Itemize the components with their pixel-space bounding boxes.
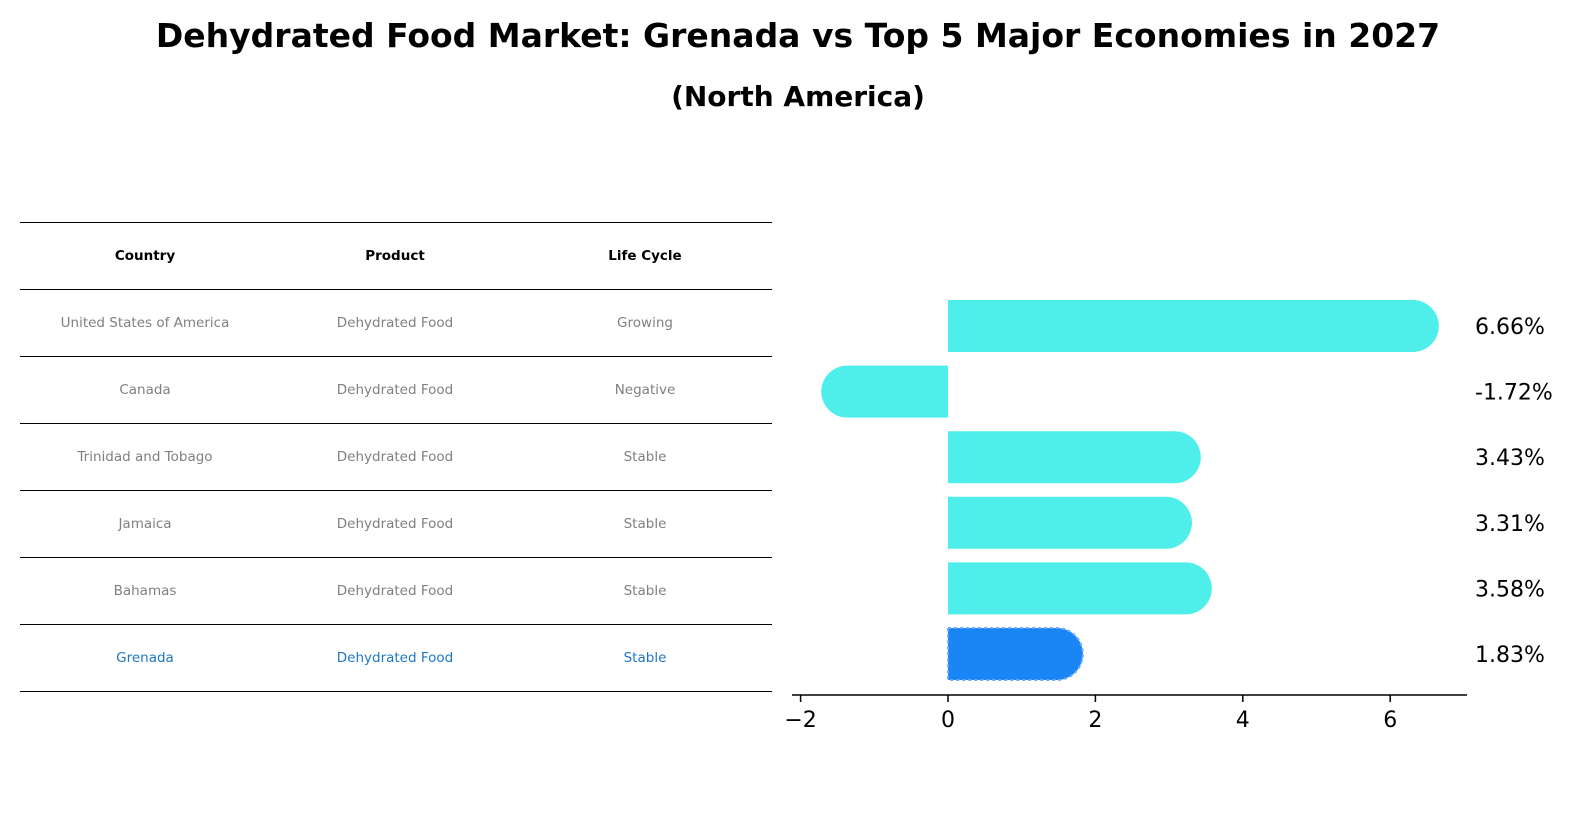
table-header-row: Country Product Life Cycle xyxy=(20,222,772,290)
cell-country: Canada xyxy=(119,382,171,398)
table-row: Canada Dehydrated Food Negative xyxy=(20,357,772,424)
cell-life-cycle: Stable xyxy=(623,449,667,465)
cell-product: Dehydrated Food xyxy=(336,650,454,666)
table-row: Bahamas Dehydrated Food Stable xyxy=(20,558,772,625)
cell-life-cycle: Negative xyxy=(614,382,676,398)
cell-country: Trinidad and Tobago xyxy=(77,449,213,465)
cell-life-cycle: Stable xyxy=(623,516,667,532)
cell-product: Dehydrated Food xyxy=(336,583,454,599)
cell-product: Dehydrated Food xyxy=(336,315,454,331)
table-row: Trinidad and Tobago Dehydrated Food Stab… xyxy=(20,424,772,491)
value-label: 3.31% xyxy=(1475,512,1545,537)
bar xyxy=(948,300,1439,352)
table-row: Jamaica Dehydrated Food Stable xyxy=(20,491,772,558)
x-tick-label: 6 xyxy=(1383,708,1397,733)
x-tick-label: 2 xyxy=(1088,708,1102,733)
chart-title: Dehydrated Food Market: Grenada vs Top 5… xyxy=(155,16,1441,55)
cell-product: Dehydrated Food xyxy=(336,516,454,532)
value-label: 3.58% xyxy=(1475,577,1545,602)
x-tick-label: 0 xyxy=(941,708,955,733)
x-tick-label: −2 xyxy=(784,708,816,733)
bar xyxy=(821,365,948,418)
cell-product: Dehydrated Food xyxy=(336,449,454,465)
cell-country: Jamaica xyxy=(118,516,172,532)
cell-life-cycle: Stable xyxy=(623,650,667,666)
cell-product: Dehydrated Food xyxy=(336,382,454,398)
data-table: Country Product Life Cycle United States… xyxy=(20,222,772,692)
bar xyxy=(948,496,1192,549)
header-country: Country xyxy=(114,248,176,264)
bar xyxy=(948,431,1201,484)
value-label: 1.83% xyxy=(1475,643,1545,668)
cell-country: Bahamas xyxy=(113,583,177,599)
cell-country: Grenada xyxy=(116,650,174,666)
table-row-highlight: Grenada Dehydrated Food Stable xyxy=(20,625,772,692)
header-life-cycle: Life Cycle xyxy=(608,248,682,264)
cell-life-cycle: Growing xyxy=(617,315,673,331)
value-label: 6.66% xyxy=(1475,315,1545,340)
table-row: United States of America Dehydrated Food… xyxy=(20,290,772,357)
header-product: Product xyxy=(365,248,425,264)
bar xyxy=(948,562,1212,615)
value-label: 3.43% xyxy=(1475,446,1545,471)
cell-life-cycle: Stable xyxy=(623,583,667,599)
bar xyxy=(947,627,1084,681)
cell-country: United States of America xyxy=(60,315,230,331)
x-tick-label: 4 xyxy=(1236,708,1250,733)
chart-subtitle: (North America) xyxy=(671,80,925,113)
value-label: -1.72% xyxy=(1475,381,1553,406)
